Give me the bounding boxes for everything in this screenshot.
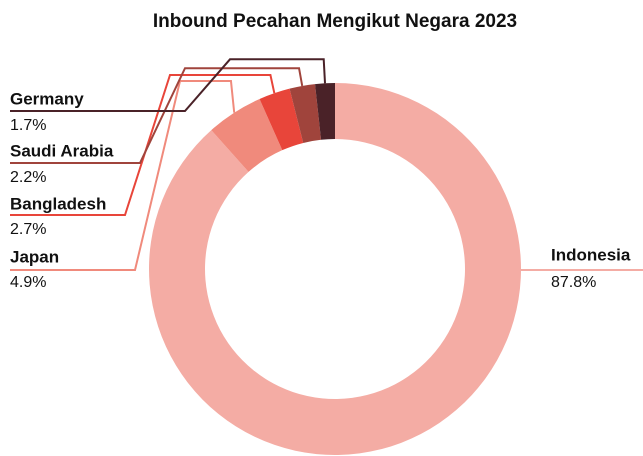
- legend-label: Germany: [10, 89, 84, 108]
- legend-label: Indonesia: [551, 245, 631, 264]
- data-label: 2.7%: [10, 221, 46, 238]
- legend-label: Japan: [10, 247, 59, 266]
- legend-label: Bangladesh: [10, 194, 106, 213]
- data-label: 4.9%: [10, 274, 46, 291]
- data-label: 1.7%: [10, 117, 46, 134]
- leader-line: [10, 67, 304, 164]
- data-label: 87.8%: [551, 274, 596, 291]
- leader-line: [10, 58, 326, 112]
- donut-slice: [289, 84, 322, 143]
- donut-slice: [211, 98, 283, 172]
- donut-slice: [315, 83, 335, 140]
- leader-line: [10, 74, 276, 216]
- donut-slice: [148, 83, 521, 455]
- donut-slice: [259, 88, 304, 151]
- chart-title: Inbound Pecahan Mengikut Negara 2023: [153, 11, 517, 32]
- legend-label: Saudi Arabia: [10, 141, 114, 160]
- data-label: 2.2%: [10, 169, 46, 186]
